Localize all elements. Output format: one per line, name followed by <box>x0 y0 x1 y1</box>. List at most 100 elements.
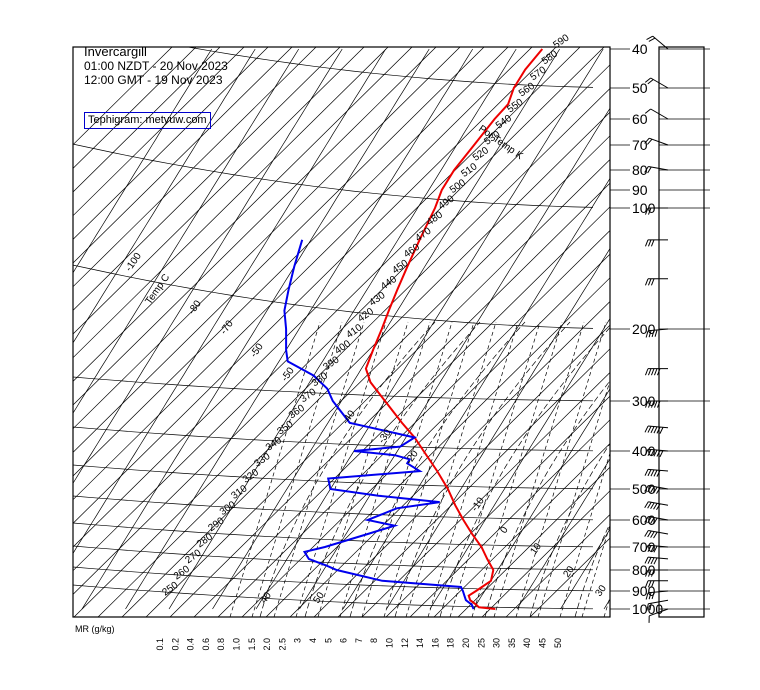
isotherm-tick-label: -70 <box>218 318 236 337</box>
wind-barb <box>645 469 668 476</box>
isotherm-tick-label: -50 <box>279 365 297 384</box>
isotherm-line <box>0 49 299 609</box>
wind-barb-flag <box>645 531 649 537</box>
isobar-line <box>73 496 593 520</box>
wind-barb <box>645 557 668 564</box>
dry-adiabat-line <box>0 0 648 690</box>
isobar-line <box>73 523 593 547</box>
wind-barb-flag <box>651 279 654 286</box>
wind-barb-staff <box>648 531 668 534</box>
wind-barb <box>645 426 668 434</box>
dry-adiabat-line <box>240 0 760 690</box>
isotherm-tick-label: -50 <box>248 341 266 360</box>
isotherm-line <box>735 49 760 609</box>
isotherm-tick-label: 40 <box>258 590 274 606</box>
isotherm-line <box>0 49 212 609</box>
pressure-tick-label: 700 <box>632 539 656 555</box>
pressure-tick-label: 80 <box>632 162 648 178</box>
utc-time: 12:00 GMT - 19 Nov 2023 <box>84 73 228 87</box>
mr-tick-label: 1.0 <box>232 638 242 651</box>
dry-adiabat-line <box>0 0 288 690</box>
mixing-ratio-line <box>296 322 386 617</box>
saturated-adiabat-line <box>440 322 615 617</box>
pressure-tick-label: 500 <box>632 481 656 497</box>
mr-tick-label: 2.0 <box>262 638 272 651</box>
wind-barb-flag <box>651 427 654 433</box>
isotherm-tick-label: -20 <box>403 448 421 467</box>
dry-adiabat-line <box>216 0 760 690</box>
mr-axis-label: MR (g/kg) <box>75 624 115 634</box>
isotherm-line <box>82 49 429 609</box>
saturated-adiabat-line <box>530 322 705 617</box>
wind-panel-frame <box>659 47 704 617</box>
mr-tick-label: 0.2 <box>170 638 180 651</box>
isotherm-tick-label: -10 <box>469 495 487 514</box>
mr-tick-label: 6 <box>339 638 349 643</box>
mr-tick-label: 4 <box>308 638 318 643</box>
dry-adiabat-line <box>0 0 264 690</box>
mixing-ratio-line <box>428 322 518 617</box>
credit-label: Tephigram: metvuw.com <box>84 112 211 129</box>
wind-barb-flag <box>645 469 648 475</box>
mr-tick-label: 12 <box>400 638 410 648</box>
mr-tick-label: 35 <box>507 638 517 648</box>
mixing-ratio-line <box>384 322 474 617</box>
wind-barb-flag <box>648 502 652 508</box>
mr-tick-label: 14 <box>415 638 425 648</box>
mr-tick-label: 2.5 <box>277 638 287 651</box>
isobar-line <box>73 546 593 570</box>
mr-tick-label: 20 <box>461 638 471 648</box>
mr-tick-label: 40 <box>522 638 532 648</box>
saturated-adiabat-line <box>575 322 750 617</box>
wind-barb-flag <box>651 532 655 538</box>
dry-adiabat-line <box>288 0 760 690</box>
wind-barb-flag <box>648 426 651 432</box>
mr-tick-label: 10 <box>385 638 395 648</box>
pressure-tick-label: 90 <box>632 182 648 198</box>
local-time: 01:00 NZDT - 20 Nov 2023 <box>84 59 228 73</box>
pressure-tick-label: 400 <box>632 443 656 459</box>
dry-adiabat-line <box>0 0 504 690</box>
wind-barb-flag <box>648 240 651 247</box>
wind-barb-flag <box>654 503 658 509</box>
mixing-ratio-axis: MR (g/kg)0.1 0.2 0.4 0.6 0.8 1.0 1.5 2.0 2.5 3 4 5 6… <box>75 624 563 651</box>
wind-barb <box>645 502 668 510</box>
station-info: Invercargill 01:00 NZDT - 20 Nov 2023 12… <box>84 45 228 87</box>
wind-barb-flag <box>648 531 652 537</box>
wind-barb <box>645 109 668 119</box>
wind-barb-flag <box>655 330 657 337</box>
isotherm-tick-label: 10 <box>528 541 544 557</box>
pressure-tick-label: 600 <box>632 512 656 528</box>
wind-barb-flag <box>648 167 652 173</box>
wind-barb <box>645 279 668 286</box>
wind-barb <box>645 369 668 376</box>
wind-barb-flag <box>654 427 657 433</box>
wind-barb-flag <box>648 470 651 476</box>
isotherm-tick-label: -100 <box>123 251 144 274</box>
mr-tick-label: 18 <box>446 638 456 648</box>
dry-adiabat-line <box>0 0 240 690</box>
dry-adiabat-line <box>0 0 720 690</box>
isotherm-line <box>0 49 342 609</box>
isotherm-line <box>213 49 560 609</box>
wind-barb-flag <box>645 502 649 508</box>
wind-barb-flag <box>648 369 651 376</box>
isobar-line <box>73 567 593 591</box>
station-name: Invercargill <box>84 45 228 59</box>
wind-barb-staff <box>648 502 668 505</box>
wind-barb-flag <box>645 240 648 247</box>
dry-adiabat-line <box>120 0 760 690</box>
dry-adiabat-line <box>456 0 760 690</box>
wind-barb-flag <box>647 36 653 39</box>
wind-barb-flag <box>660 427 663 433</box>
isotherm-tick-label: 30 <box>593 583 609 599</box>
mr-tick-label: 25 <box>476 638 486 648</box>
wind-barb-flag <box>654 532 658 538</box>
mr-tick-label: 8 <box>369 638 379 643</box>
dry-adiabat-line <box>0 0 432 690</box>
pressure-tick-label: 200 <box>632 321 656 337</box>
wind-barb-flag <box>651 369 654 376</box>
wind-barb-flag <box>660 451 663 457</box>
dry-adiabat-line <box>96 0 760 690</box>
